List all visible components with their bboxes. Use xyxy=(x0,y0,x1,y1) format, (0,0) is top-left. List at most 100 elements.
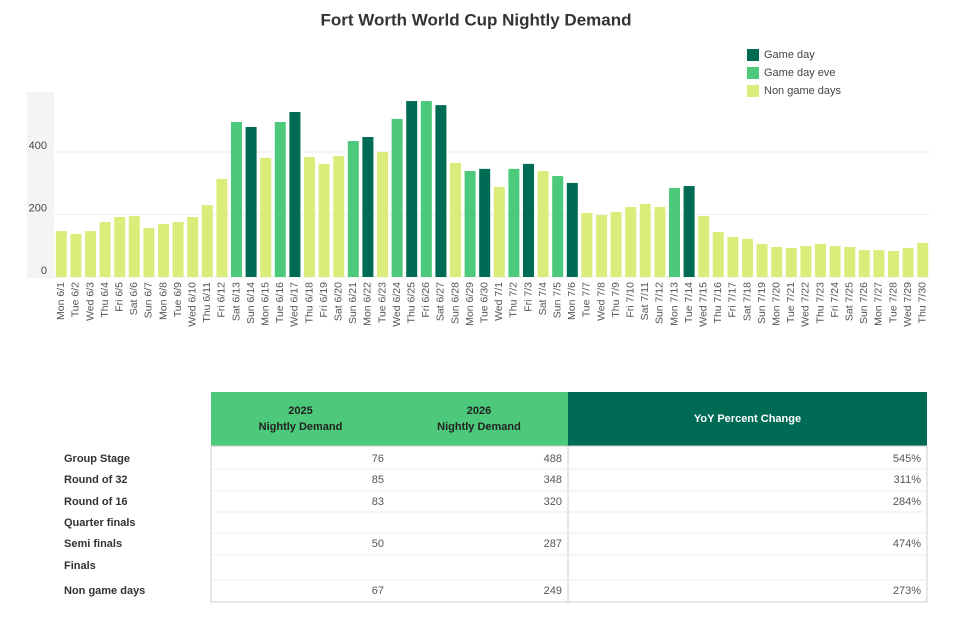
y-tick-label: 400 xyxy=(29,140,47,152)
x-tick-label: Thu 6/25 xyxy=(405,282,417,324)
bar xyxy=(318,163,330,277)
x-tick-label: Sun 7/5 xyxy=(551,282,563,318)
x-tick-label: Mon 7/20 xyxy=(770,282,782,326)
x-tick-label: Wed 7/15 xyxy=(697,282,709,327)
bar xyxy=(800,246,812,277)
bar xyxy=(333,156,345,277)
bar xyxy=(771,247,783,277)
x-tick-label: Fri 7/10 xyxy=(624,282,636,318)
bar xyxy=(523,163,534,277)
x-tick-label: Tue 6/30 xyxy=(478,282,490,323)
x-tick-label: Mon 6/29 xyxy=(464,282,476,326)
bar xyxy=(201,205,213,277)
table-cell: 284% xyxy=(893,496,921,508)
x-tick-label: Sat 7/4 xyxy=(537,282,549,315)
bar xyxy=(742,238,753,277)
row-label: Finals xyxy=(64,560,96,572)
legend-label: Game day xyxy=(764,49,815,61)
bar xyxy=(128,216,140,277)
bar xyxy=(815,243,826,277)
legend-swatch xyxy=(747,49,759,61)
x-tick-label: Fri 6/26 xyxy=(420,282,432,318)
x-tick-label: Mon 6/1 xyxy=(55,282,67,320)
legend-swatch xyxy=(747,67,759,79)
y-tick-label: 200 xyxy=(29,202,47,214)
table-header-text: Nightly Demand xyxy=(437,421,521,433)
bar xyxy=(289,112,301,277)
x-tick-label: Sat 6/6 xyxy=(128,282,140,315)
bar xyxy=(873,250,885,277)
bar xyxy=(479,168,491,277)
table-cell: 83 xyxy=(372,496,384,508)
table-cell: 488 xyxy=(544,453,562,465)
x-tick-label: Wed 6/17 xyxy=(289,282,301,327)
table-cell: 76 xyxy=(372,453,384,465)
x-tick-label: Mon 6/8 xyxy=(157,282,169,320)
bar xyxy=(260,157,272,277)
x-tick-label: Sat 7/25 xyxy=(843,282,855,321)
bar xyxy=(698,216,710,277)
x-tick-label: Mon 7/6 xyxy=(566,282,578,320)
table-header-cell xyxy=(390,392,568,446)
y-tick-label: 0 xyxy=(41,265,47,277)
x-tick-label: Thu 6/11 xyxy=(201,282,213,323)
bar xyxy=(377,152,388,277)
bar xyxy=(552,176,564,277)
x-tick-label: Wed 7/22 xyxy=(800,282,812,327)
table-header-cell xyxy=(211,392,390,446)
bar xyxy=(245,127,257,277)
table-cell: 85 xyxy=(372,474,384,486)
legend-swatch xyxy=(747,85,759,97)
table-body-border xyxy=(210,445,928,603)
x-tick-label: Sun 6/7 xyxy=(143,282,155,318)
x-tick-label: Thu 7/16 xyxy=(712,282,724,324)
legend-label: Non game days xyxy=(764,85,842,97)
bar xyxy=(917,242,929,277)
table-header-cell xyxy=(568,392,927,446)
bar xyxy=(464,171,476,277)
bar xyxy=(596,215,607,277)
bar xyxy=(406,101,418,277)
x-tick-label: Fri 6/12 xyxy=(216,282,228,318)
legend-label: Game day eve xyxy=(764,67,836,79)
bar xyxy=(639,203,651,277)
bar xyxy=(114,217,126,277)
x-tick-label: Tue 6/16 xyxy=(274,282,286,323)
bar xyxy=(654,207,666,277)
bar xyxy=(450,162,461,277)
bar xyxy=(888,251,899,277)
x-tick-label: Sat 7/11 xyxy=(639,282,651,320)
bar xyxy=(216,178,228,277)
x-tick-label: Thu 7/2 xyxy=(508,282,520,318)
row-label: Quarter finals xyxy=(64,517,136,529)
bar xyxy=(669,187,680,277)
table-header-text: Nightly Demand xyxy=(259,421,343,433)
x-tick-label: Thu 7/23 xyxy=(814,282,826,324)
table-cell: 249 xyxy=(544,585,562,597)
x-tick-label: Sat 6/13 xyxy=(230,282,242,321)
table-header-text: 2025 xyxy=(288,405,312,417)
x-tick-label: Tue 6/2 xyxy=(70,282,82,317)
x-tick-label: Thu 7/9 xyxy=(610,282,622,318)
bar xyxy=(493,187,505,277)
bar xyxy=(158,223,169,277)
x-tick-label: Wed 6/24 xyxy=(391,282,403,327)
bar xyxy=(756,243,768,277)
table-cell: 67 xyxy=(372,585,384,597)
bar xyxy=(610,212,622,277)
x-tick-label: Fri 7/3 xyxy=(522,282,534,312)
table-cell: 474% xyxy=(893,538,921,550)
x-tick-label: Thu 6/18 xyxy=(303,282,315,324)
row-label: Group Stage xyxy=(64,453,130,465)
bar xyxy=(420,101,432,277)
bar xyxy=(274,122,286,277)
bar xyxy=(435,105,447,277)
axis-band xyxy=(27,92,54,278)
x-tick-label: Sun 6/21 xyxy=(347,282,359,324)
x-tick-label: Tue 6/23 xyxy=(376,282,388,323)
bar xyxy=(231,122,242,277)
bar xyxy=(566,182,578,277)
x-tick-label: Thu 6/4 xyxy=(99,282,111,318)
x-tick-label: Fri 6/19 xyxy=(318,282,330,318)
